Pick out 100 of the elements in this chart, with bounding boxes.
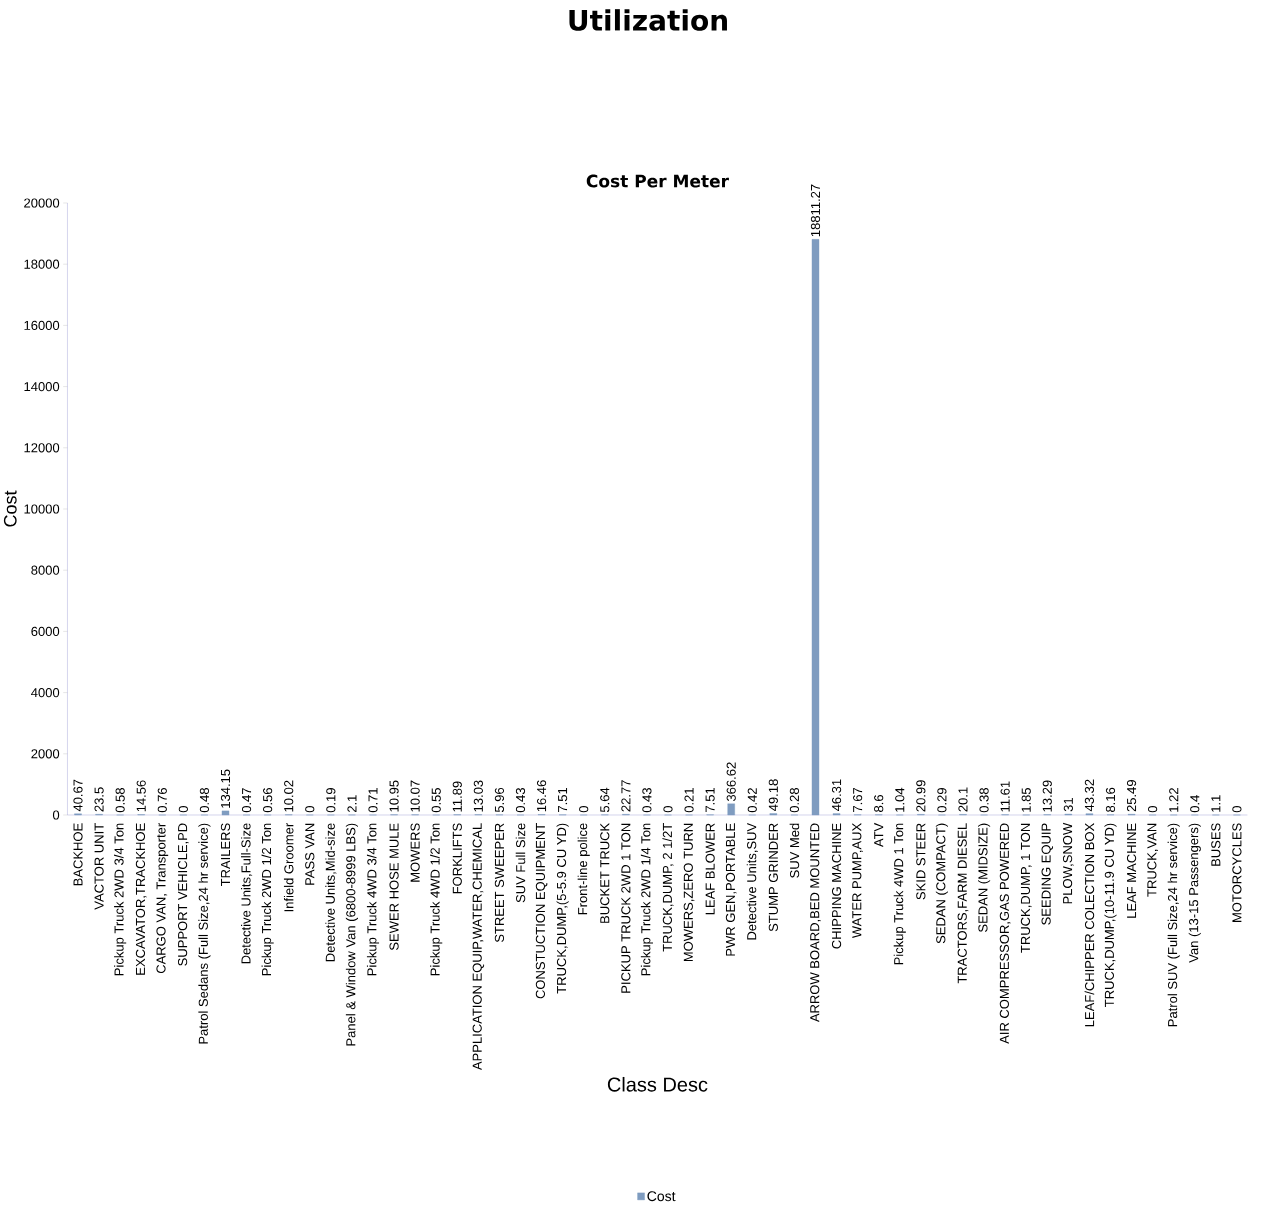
x-tick-label: LEAF BLOWER [705,823,715,915]
data-label: 22.77 [621,780,631,812]
data-label: 1.04 [895,787,905,812]
bar [811,239,820,816]
data-label: 0.58 [115,788,125,813]
x-tick-label: Pickup Truck 4WD 3/4 Ton [366,823,380,976]
data-label: 0.43 [515,788,526,813]
x-tick-label: Infield Groomer [283,823,294,912]
data-label: 10.07 [410,780,420,812]
data-label: 0.55 [431,788,441,813]
data-label: 1.22 [1169,788,1179,812]
data-label: 10.02 [284,780,294,812]
data-label: 0.42 [747,788,757,813]
y-tick-label: 4000 [31,687,60,698]
x-tick-label: SUPPORT VEHICLE,PD [177,823,189,966]
data-label: 0 [1148,806,1158,813]
data-label: 0.29 [937,788,947,813]
x-tick-label: Patrol SUV (Full Size,24 hr service) [1167,823,1180,1027]
x-tick-label: BACKHOE [73,823,83,886]
x-tick-label: TRUCK,DUMP,(5-5.9 CU YD) [556,823,569,994]
data-label: 16.46 [536,780,547,812]
data-label: 0.28 [789,788,800,813]
x-tick-label: STUMP GRINDER [768,823,778,932]
y-tick-label: 2000 [31,749,60,759]
data-label: 7.67 [853,787,863,812]
y-tick-label: 8000 [31,565,60,575]
data-label: 13.03 [473,780,483,812]
data-label: 0 [663,806,673,813]
x-tick-label: CHIPPING MACHINE [831,823,842,949]
data-label: 11.89 [452,781,462,812]
data-label: 0 [305,806,315,813]
data-label: 1.1 [1211,795,1221,812]
x-tick-label: Detective Units,Full-Size [241,823,253,964]
data-label: 1.85 [1021,787,1031,812]
x-tick-label: Pickup Truck 2WD 1/4 Ton [640,823,653,976]
x-tick-label: APPLICATION EQUIP,WATER,CHEMICAL [472,823,485,1071]
legend-label: Cost [647,1191,676,1202]
chart-title: Utilization [569,9,727,31]
data-label: 10.95 [389,780,399,812]
x-tick-label: ATV [874,822,884,848]
x-tick-label: TRACTORS,FARM DIESEL [957,823,969,984]
x-tick-label: PASS VAN [305,823,315,885]
data-label: 366.62 [726,762,736,802]
data-label: 43.32 [1084,779,1095,812]
x-axis-title: Class Desc [607,1076,708,1092]
x-tick-label: Front-line police [577,823,590,915]
x-tick-label: TRUCK,DUMP, 2 1/2T [662,823,674,952]
y-tick-label: 20000 [24,198,60,208]
data-label: 8.16 [1105,787,1116,812]
x-tick-label: LEAF/CHIPPER COLECTION BOX [1084,823,1095,1027]
x-tick-label: STREET SWEEPER [494,823,505,943]
data-label: 13.29 [1042,780,1052,812]
x-tick-label: Van (13-15 Passengers) [1188,823,1201,963]
data-label: 0.48 [199,788,210,813]
data-label: 20.1 [958,787,968,812]
x-tick-label: PLOW,SNOW [1062,822,1074,904]
data-label: 7.51 [705,787,715,812]
x-tick-label: BUSES [1211,823,1221,866]
x-tick-label: WATER PUMP,AUX [852,823,863,939]
y-tick-label: 14000 [24,381,60,392]
x-tick-label: Pickup Truck 2WD 3/4 Ton [114,823,127,976]
data-label: 0 [579,806,589,813]
data-label: 14.56 [136,780,146,812]
x-tick-label: SEDAN (MIDSIZE) [978,823,991,932]
x-tick-label: SUV Full Size [515,823,526,903]
x-tick-label: TRUCK,DUMP, 1 TON [1020,823,1032,953]
data-label: 46.31 [831,779,842,812]
data-label: 23.5 [94,787,104,812]
data-label: 5.64 [600,787,610,813]
x-tick-label: SKID STEER [916,823,926,900]
data-label: 134.15 [220,769,231,808]
data-label: 0.56 [263,788,273,813]
y-tick-label: 6000 [31,626,60,636]
data-label: 0.43 [642,788,652,813]
chart-subtitle: Cost Per Meter [586,174,729,188]
data-label: 49.18 [768,779,778,811]
x-tick-label: LEAF MACHINE [1126,823,1137,918]
data-label: 0.21 [684,788,694,813]
x-tick-label: EXCAVATOR,TRACKHOE [135,823,147,975]
data-label: 40.67 [73,779,83,812]
x-tick-label: MOWERS,ZERO TURN [683,823,695,962]
x-tick-label: SEEDING EQUIP [1041,823,1054,925]
x-tick-label: SUV Med [789,823,800,878]
data-label: 31 [1063,798,1073,812]
x-tick-label: SEWER HOSE MULE [389,823,399,951]
data-label: 0.47 [241,788,252,813]
x-tick-label: TRUCK,DUMP,(10-11.9 CU YD) [1104,823,1117,1007]
data-label: 0 [1232,806,1242,813]
data-label: 0.38 [979,788,989,813]
y-tick-label: 0 [52,810,60,820]
data-label: 0 [178,806,188,813]
data-label: 20.99 [916,780,926,812]
data-label: 0.71 [368,788,378,813]
data-label: 0.19 [326,788,336,813]
x-tick-label: TRAILERS [220,823,231,887]
x-tick-label: MOWERS [410,823,420,882]
x-tick-label: BUCKET TRUCK [600,822,610,923]
x-tick-label: SEDAN (COMPACT) [935,823,948,944]
x-tick-label: TRUCK,VAN [1147,823,1158,897]
data-label: 0.4 [1190,795,1200,813]
